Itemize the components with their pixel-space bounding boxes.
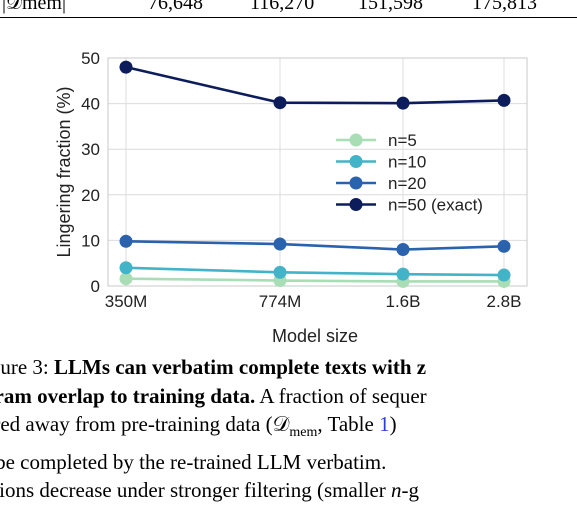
table-reference-link[interactable]: 1 — [379, 412, 390, 436]
data-point — [273, 96, 287, 110]
x-tick-labels: 350M 774M 1.6B 2.8B — [105, 292, 522, 311]
caption-text: l be completed by the re-trained LLM ver… — [0, 449, 387, 474]
legend-marker — [349, 198, 363, 211]
data-point — [396, 96, 410, 110]
data-point — [497, 239, 511, 253]
legend-label: n=20 — [388, 174, 426, 193]
caption-line-3: ered away from pre-training data (𝒟mem, … — [0, 410, 577, 448]
data-point — [497, 93, 511, 107]
x-tick-label: 350M — [105, 292, 148, 311]
legend-item: n=50 (exact) — [336, 196, 483, 215]
caption-text: -g — [401, 478, 420, 503]
table-row-label-text: |𝒟mem| — [2, 0, 66, 14]
y-tick-label: 10 — [81, 231, 100, 250]
table-cell: 151,598 — [358, 0, 423, 14]
caption-text: A fraction of sequer — [255, 383, 427, 408]
table-cell: 175,813 — [472, 0, 537, 14]
y-tick-label: 40 — [81, 95, 100, 114]
caption-text: , Table — [317, 412, 380, 436]
caption-bold-text: LLMs can verbatim complete texts with z — [53, 355, 427, 379]
table-cell: 116,270 — [250, 0, 315, 14]
caption-text: ) — [389, 412, 397, 436]
x-axis-label: Model size — [272, 326, 358, 346]
y-tick-label: 0 — [91, 277, 100, 296]
y-tick-label: 20 — [81, 186, 100, 205]
series-line — [125, 240, 505, 251]
series-line — [125, 277, 504, 283]
y-tick-label: 50 — [81, 49, 100, 68]
table-row-label: |𝒟mem| — [2, 0, 66, 15]
series — [119, 60, 511, 288]
legend-item: n=5 — [336, 131, 417, 150]
series-n-20 — [119, 234, 511, 257]
legend-item: n=10 — [336, 153, 426, 172]
legend-marker — [349, 133, 363, 147]
legend-label: n=50 (exact) — [388, 196, 483, 215]
caption-line-1: igure 3: LLMs can verbatim complete text… — [0, 353, 577, 382]
legend-label: n=5 — [388, 131, 417, 150]
legend-marker — [349, 176, 363, 190]
x-tick-label: 1.6B — [386, 292, 421, 311]
y-axis-label: Lingering fraction (%) — [54, 86, 74, 257]
x-tick-label: 2.8B — [487, 292, 522, 311]
data-point — [119, 60, 133, 74]
caption-subscript: mem — [289, 425, 318, 441]
series-n-10 — [119, 261, 511, 282]
legend-marker — [349, 155, 363, 168]
chart: 0 10 20 30 40 50 350M 774M 1.6B 2.8B n=5 n=10 n=20… — [0, 30, 577, 350]
legend: n=5 n=10 n=20 n=50 (exact) — [336, 131, 483, 215]
data-point — [396, 267, 410, 281]
data-point — [119, 272, 133, 286]
data-point — [119, 261, 133, 275]
data-point — [273, 237, 287, 251]
y-tick-label: 30 — [81, 140, 100, 159]
legend-label: n=10 — [388, 153, 426, 172]
x-tick-label: 774M — [259, 292, 302, 311]
data-point — [396, 243, 410, 257]
plot-frame — [107, 57, 528, 287]
caption-line-2: gram overlap to training data. A fractio… — [0, 382, 577, 411]
caption-text: ered away from pre-training data (𝒟 — [0, 412, 290, 436]
caption-italic-text: n — [391, 478, 402, 503]
figure-caption: igure 3: LLMs can verbatim complete text… — [0, 353, 577, 505]
table-cell: 76,648 — [148, 0, 203, 14]
table-fragment-row: |𝒟mem| 76,648 116,270 151,598 175,813 — [0, 0, 577, 14]
data-point — [497, 268, 511, 282]
caption-line-5: ctions decrease under stronger filtering… — [0, 476, 577, 505]
line-chart: 0 10 20 30 40 50 350M 774M 1.6B 2.8B n=5 n=10 n=20… — [54, 49, 528, 346]
caption-text: ctions decrease under stronger filtering… — [0, 478, 392, 503]
series-n-50-exact- — [119, 60, 511, 110]
caption-line-4: l be completed by the re-trained LLM ver… — [0, 448, 577, 477]
series-line — [125, 266, 505, 277]
data-point — [119, 234, 133, 248]
y-tick-labels: 0 10 20 30 40 50 — [81, 49, 100, 296]
series-line — [125, 65, 505, 105]
data-point — [273, 265, 287, 279]
table-bottom-rule — [0, 17, 577, 18]
caption-text: igure 3: — [0, 355, 49, 379]
legend-item: n=20 — [336, 174, 426, 193]
grid — [108, 57, 527, 287]
caption-bold-text: gram overlap to training data. — [0, 383, 256, 408]
